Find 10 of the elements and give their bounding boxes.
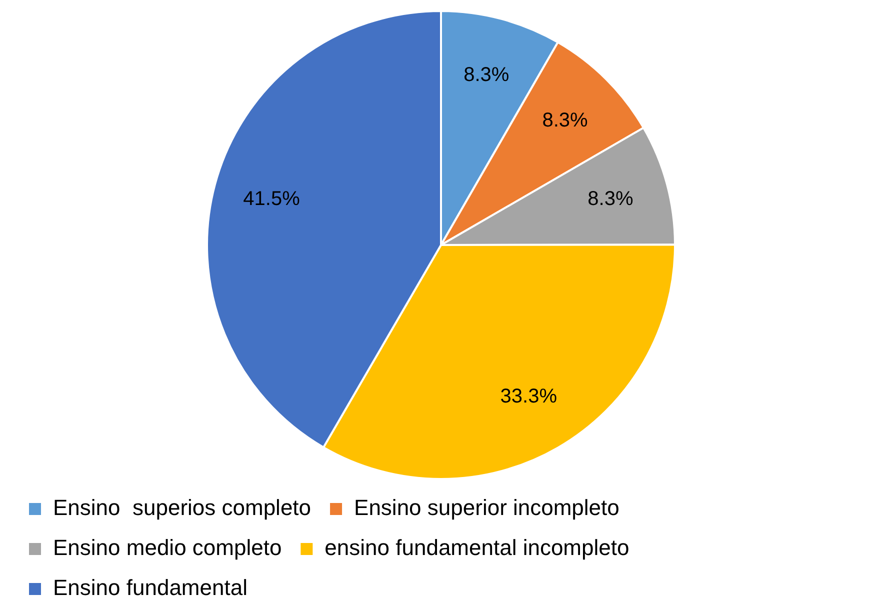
legend-label: ensino fundamental incompleto bbox=[324, 535, 630, 560]
legend-label: Ensino medio completo bbox=[53, 535, 282, 560]
legend-label: Ensino superios completo bbox=[53, 495, 312, 520]
data-label: 33.3% bbox=[500, 386, 558, 408]
data-label: 8.3% bbox=[464, 64, 510, 86]
data-label: 41.5% bbox=[243, 188, 300, 210]
data-label: 8.3% bbox=[542, 109, 588, 132]
legend-label: Ensino fundamental bbox=[53, 575, 248, 600]
data-label: 8.3% bbox=[588, 188, 634, 210]
legend-label: Ensino superior incompleto bbox=[354, 495, 620, 520]
